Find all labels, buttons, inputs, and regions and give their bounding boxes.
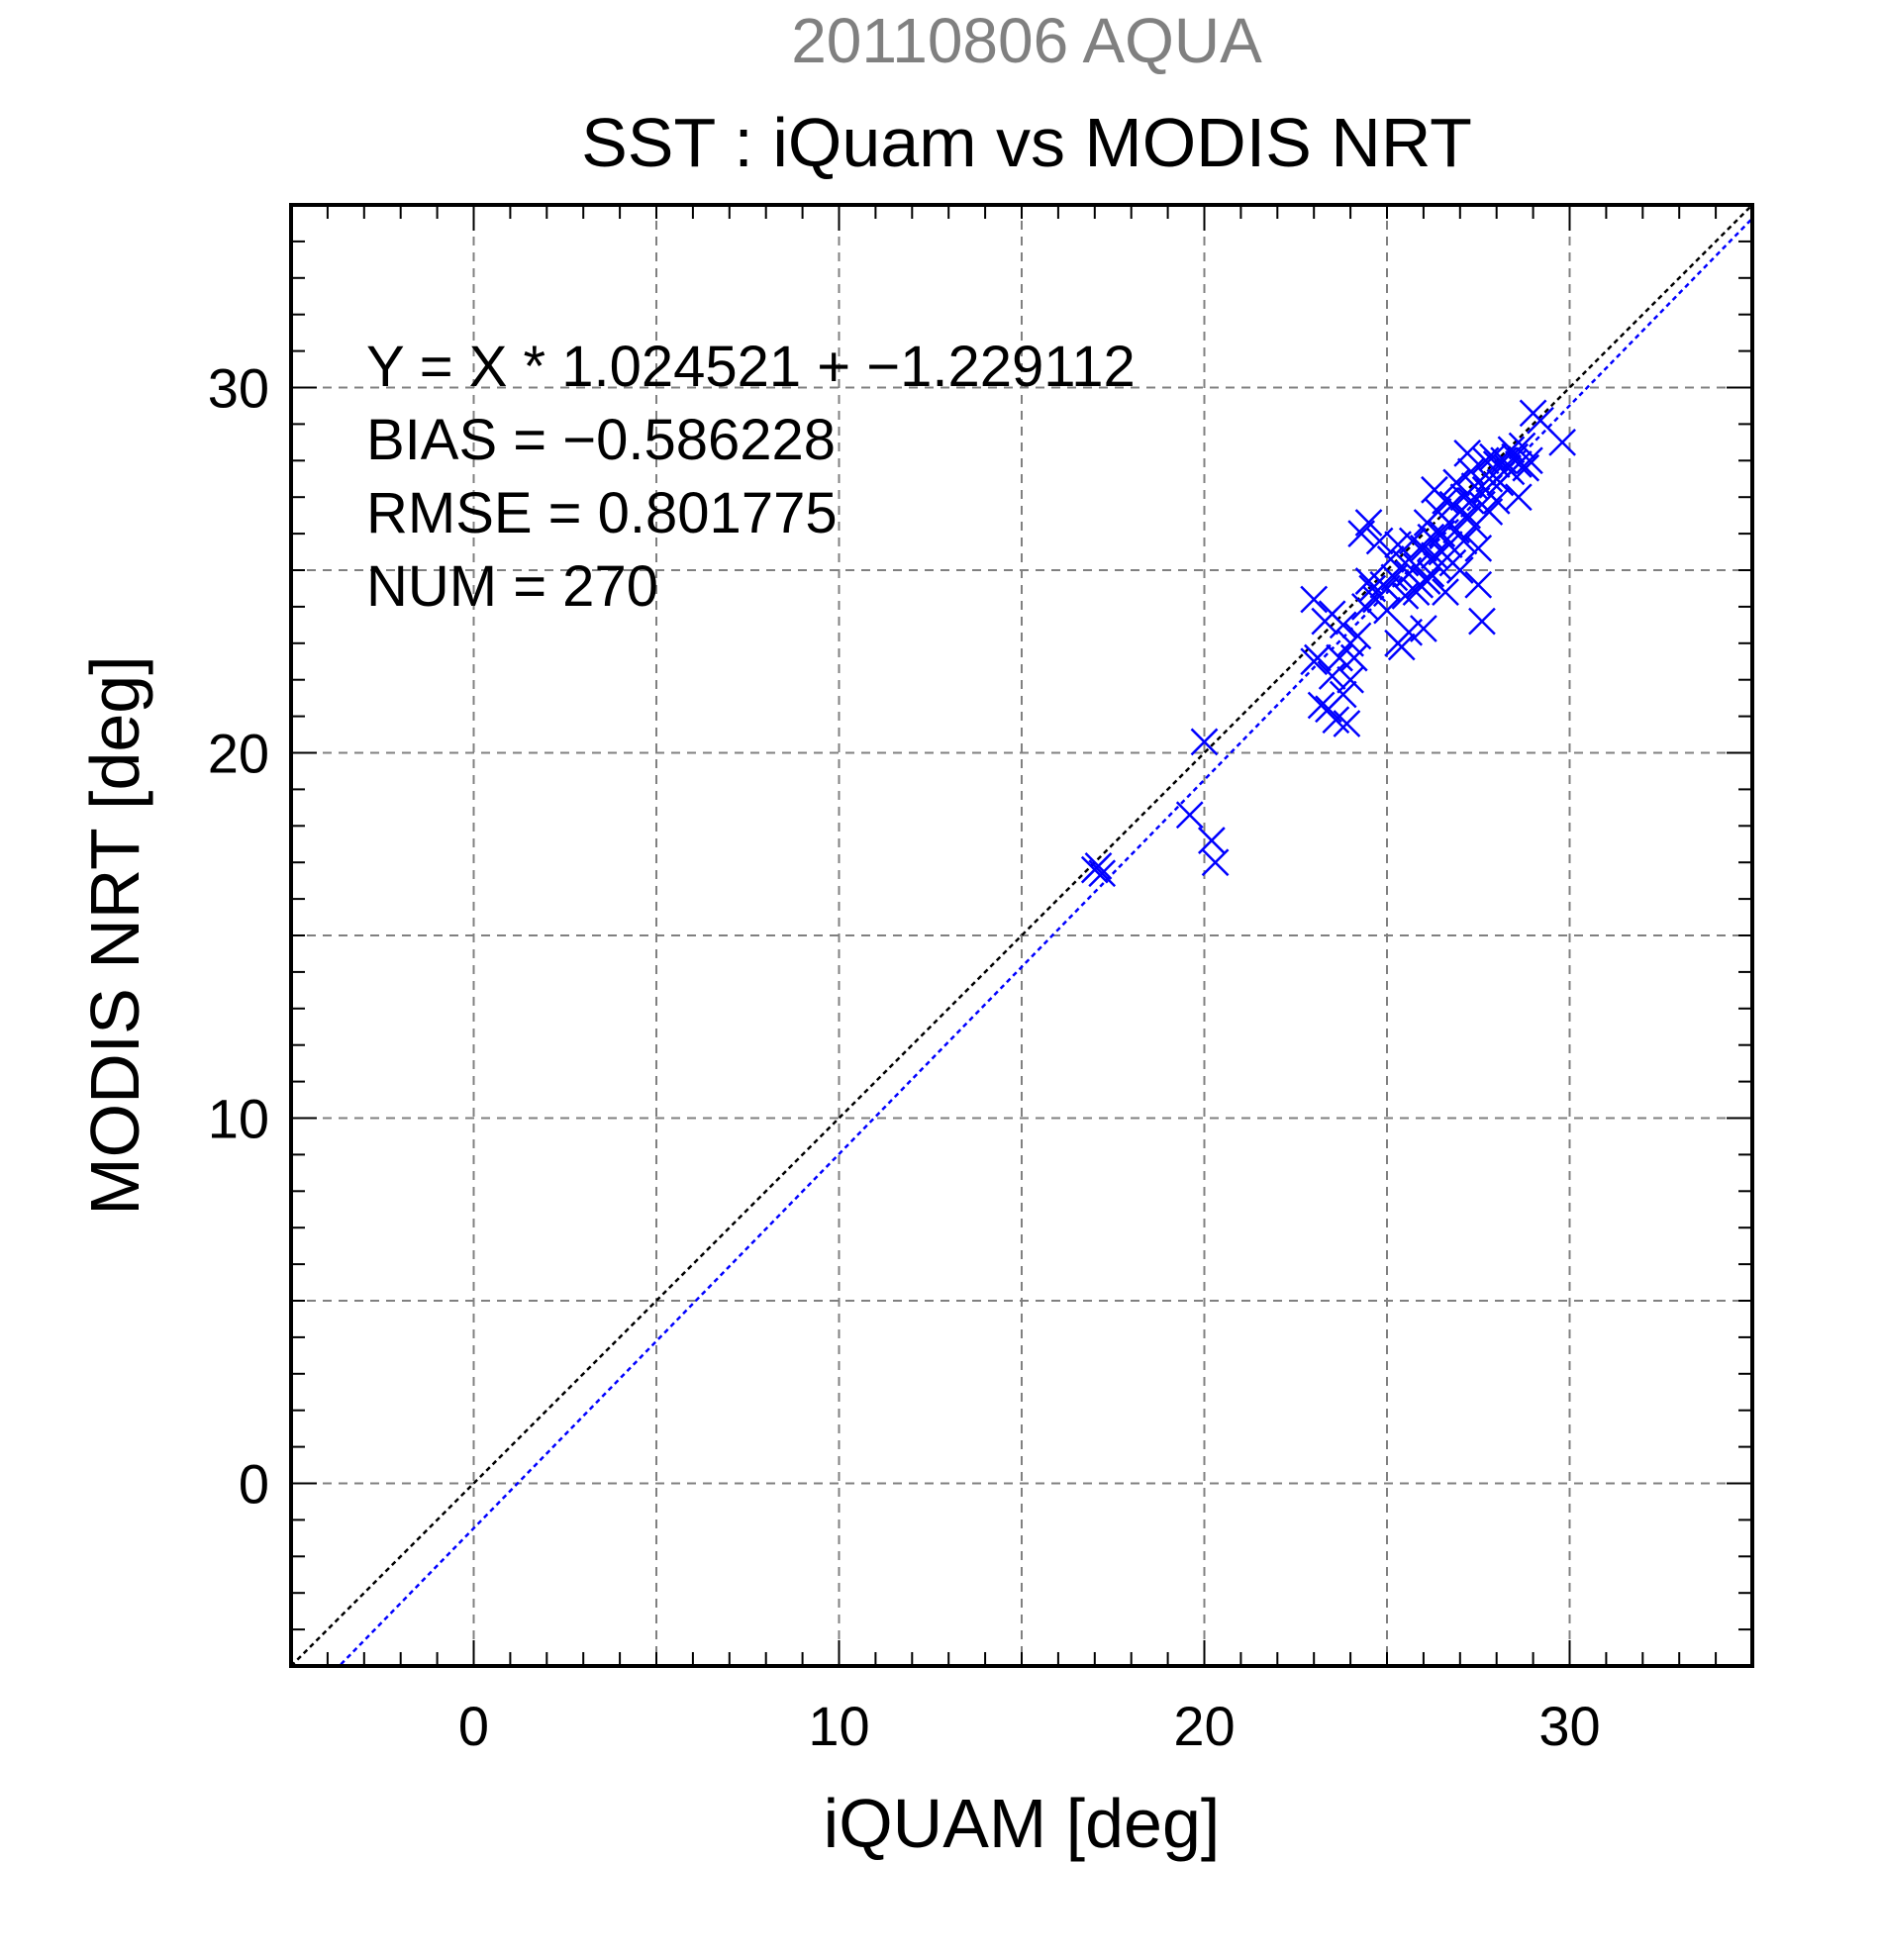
regression-line [337, 217, 1752, 1666]
data-point [1445, 556, 1474, 584]
chart-supertitle: 20110806 AQUA [791, 5, 1262, 76]
y-tick-labels: 0 10 20 30 [208, 357, 269, 1516]
plot-frame [289, 203, 1754, 1668]
data-point [1464, 534, 1493, 562]
data-point [1512, 453, 1540, 482]
data-points [1080, 399, 1577, 888]
x-tick-label: 30 [1538, 1695, 1600, 1757]
num-label: NUM = 270 [366, 554, 658, 619]
data-point [1402, 552, 1431, 581]
y-axis-label: MODIS NRT [deg] [76, 655, 153, 1215]
data-point [1343, 622, 1372, 650]
x-tick-label: 10 [808, 1695, 869, 1757]
data-point [1453, 440, 1482, 467]
y-tick-label: 10 [208, 1088, 269, 1150]
data-point [1421, 541, 1448, 570]
data-point [1329, 611, 1357, 639]
data-point [1432, 578, 1459, 607]
data-point [1504, 450, 1533, 478]
data-point [1410, 615, 1437, 642]
data-point [1326, 643, 1353, 672]
data-point [1460, 472, 1489, 501]
x-tick-label: 0 [458, 1695, 489, 1757]
data-point [1084, 852, 1113, 880]
y-tick-label: 0 [239, 1453, 269, 1516]
data-point [1358, 574, 1387, 603]
regression-equation: Y = X * 1.024521 + −1.229112 [366, 335, 1136, 399]
data-point [1391, 548, 1420, 577]
data-point [1329, 680, 1357, 709]
data-point [1497, 436, 1526, 464]
data-point [1468, 607, 1496, 636]
data-point [1527, 406, 1554, 435]
grid-lines [291, 205, 1752, 1666]
data-point [1516, 446, 1543, 475]
data-point [1387, 633, 1416, 661]
y-tick-label: 30 [208, 357, 269, 420]
bias-label: BIAS = −0.586228 [366, 408, 836, 472]
data-point [1373, 596, 1401, 625]
stats-box: Y = X * 1.024521 + −1.229112 BIAS = −0.5… [366, 335, 1136, 619]
data-point [1413, 567, 1441, 595]
data-point [1318, 662, 1346, 690]
x-axis-label: iQUAM [deg] [824, 1785, 1221, 1862]
data-point [1365, 527, 1394, 555]
data-point [1442, 468, 1470, 497]
data-point [1548, 428, 1577, 456]
data-point [1322, 706, 1350, 735]
data-point [1300, 585, 1329, 614]
data-point [1175, 801, 1204, 830]
data-point [1304, 643, 1332, 672]
data-point [1201, 848, 1230, 877]
data-point [1449, 527, 1478, 555]
data-point [1088, 859, 1117, 888]
chart-title: SST : iQuam vs MODIS NRT [581, 104, 1472, 181]
data-point [1333, 710, 1361, 737]
y-tick-label: 20 [208, 723, 269, 785]
x-tick-label: 20 [1173, 1695, 1235, 1757]
x-tick-labels: 0 10 20 30 [458, 1695, 1601, 1757]
data-point [1190, 728, 1219, 756]
data-point [1464, 570, 1493, 599]
data-point [1479, 442, 1507, 471]
data-point [1354, 509, 1383, 537]
rmse-label: RMSE = 0.801775 [366, 481, 838, 545]
data-point [1504, 483, 1533, 512]
data-point [1417, 523, 1445, 551]
axis-ticks [291, 205, 1752, 1666]
